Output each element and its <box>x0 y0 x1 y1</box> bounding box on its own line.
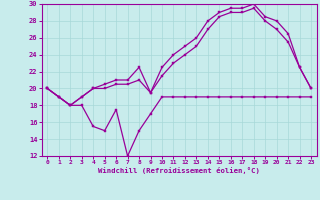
X-axis label: Windchill (Refroidissement éolien,°C): Windchill (Refroidissement éolien,°C) <box>98 167 260 174</box>
